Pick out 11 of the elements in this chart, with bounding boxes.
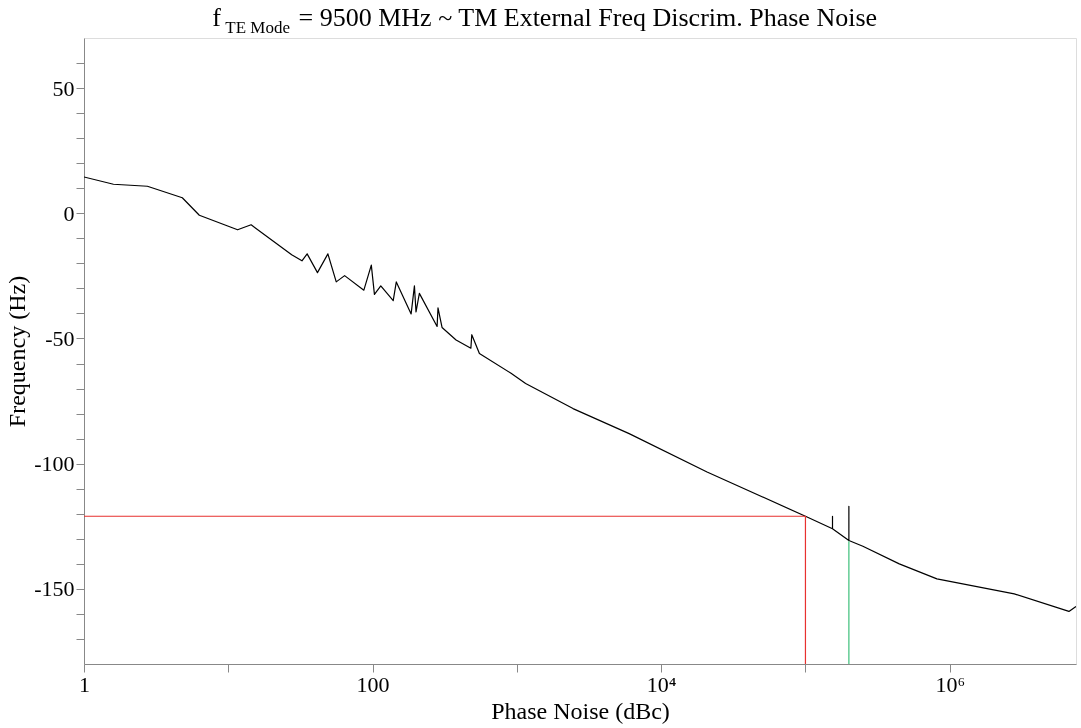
x-tick-label: 10⁴ [646,671,677,697]
x-tick-label: 100 [356,671,390,697]
y-tick-label: 0 [63,200,75,226]
y-axis-title: Frequency (Hz) [4,275,31,428]
x-tick-label: 1 [79,671,90,697]
y-tick-label: 50 [52,75,75,101]
y-tick-label: -50 [45,325,75,351]
x-tick-label: 10⁶ [935,671,966,697]
y-tick-label: -150 [34,576,75,602]
y-tick-label: -100 [34,451,75,477]
x-axis-title: Phase Noise (dBc) [491,697,670,724]
